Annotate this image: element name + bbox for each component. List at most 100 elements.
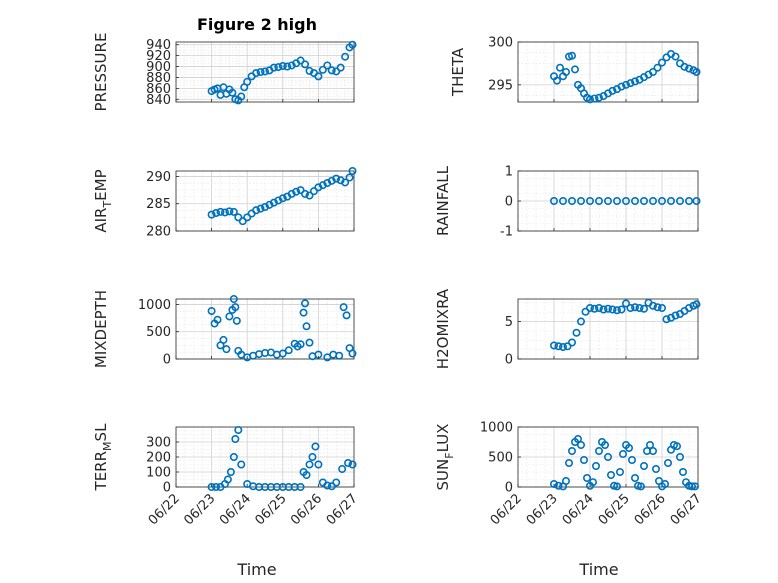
x-tick-label: 06/23 bbox=[181, 491, 218, 528]
data-point bbox=[671, 311, 680, 320]
data-point bbox=[305, 460, 314, 469]
data-point bbox=[552, 76, 561, 85]
data-point bbox=[657, 58, 666, 67]
data-point bbox=[680, 62, 689, 71]
data-point bbox=[301, 299, 310, 308]
data-point bbox=[278, 61, 287, 70]
data-point bbox=[278, 194, 287, 203]
data-point bbox=[213, 315, 222, 324]
data-point bbox=[296, 56, 305, 65]
data-point bbox=[684, 64, 693, 73]
data-point bbox=[660, 479, 669, 488]
data-point bbox=[590, 304, 599, 313]
data-point bbox=[225, 207, 234, 216]
data-point bbox=[229, 294, 238, 303]
data-point bbox=[692, 300, 701, 309]
data-point bbox=[231, 434, 240, 443]
subplot-2: 280 285 290 AIRTEMP bbox=[92, 167, 357, 240]
data-point bbox=[576, 197, 585, 206]
y-tick-label: 500 bbox=[146, 325, 171, 340]
data-point bbox=[561, 68, 570, 77]
data-point bbox=[256, 68, 265, 77]
y-tick-label: 0 bbox=[505, 195, 513, 210]
figure-title: Figure 2 high bbox=[197, 15, 317, 34]
data-point bbox=[314, 350, 323, 359]
data-point bbox=[549, 341, 558, 350]
y-tick-label: 840 bbox=[146, 93, 171, 108]
data-point bbox=[207, 210, 216, 219]
data-point bbox=[612, 197, 621, 206]
data-point bbox=[327, 66, 336, 75]
data-point bbox=[594, 93, 603, 102]
data-point bbox=[579, 455, 588, 464]
y-tick-label: 900 bbox=[146, 60, 171, 75]
data-point bbox=[260, 67, 269, 76]
y-tick-label: 940 bbox=[146, 38, 171, 53]
data-point bbox=[348, 40, 357, 49]
data-point bbox=[692, 68, 701, 77]
data-point bbox=[341, 178, 350, 187]
y-tick-label: 1000 bbox=[480, 421, 513, 436]
data-point bbox=[675, 197, 684, 206]
x-tick-label: 06/25 bbox=[596, 491, 633, 528]
data-point bbox=[585, 197, 594, 206]
data-point bbox=[612, 482, 621, 491]
y-tick-label: 300 bbox=[146, 436, 171, 451]
data-point bbox=[648, 301, 657, 310]
data-point bbox=[585, 303, 594, 312]
data-point bbox=[305, 338, 314, 347]
y-axis-label: TERRMSL bbox=[92, 423, 114, 492]
data-point bbox=[599, 305, 608, 314]
data-point bbox=[323, 481, 332, 490]
data-point bbox=[302, 470, 311, 479]
data-point bbox=[234, 213, 243, 222]
y-axis-label: AIRTEMP bbox=[92, 169, 114, 232]
data-point bbox=[345, 173, 354, 182]
data-point bbox=[567, 338, 576, 347]
data-point bbox=[567, 446, 576, 455]
data-point bbox=[612, 306, 621, 315]
subplot-4: 0 500 1000 MIXDEPTH bbox=[92, 290, 357, 368]
data-point bbox=[608, 305, 617, 314]
data-point bbox=[229, 452, 238, 461]
data-point bbox=[212, 482, 221, 491]
data-point bbox=[256, 204, 265, 213]
data-point bbox=[672, 442, 681, 451]
data-point bbox=[311, 442, 320, 451]
data-point bbox=[678, 467, 687, 476]
data-point bbox=[219, 335, 228, 344]
y-axis-label: PRESSURE bbox=[92, 33, 110, 112]
data-point bbox=[594, 446, 603, 455]
data-point bbox=[342, 311, 351, 320]
data-point bbox=[274, 63, 283, 72]
data-point bbox=[662, 315, 671, 324]
data-point bbox=[624, 443, 633, 452]
data-point bbox=[626, 303, 635, 312]
data-point bbox=[588, 478, 597, 487]
data-point bbox=[687, 482, 696, 491]
data-point bbox=[207, 482, 216, 491]
axes-box bbox=[175, 298, 355, 360]
y-tick-label: -1 bbox=[500, 225, 513, 240]
data-point bbox=[308, 452, 317, 461]
y-tick-label: 5 bbox=[505, 315, 513, 330]
data-point bbox=[690, 482, 699, 491]
data-point bbox=[635, 303, 644, 312]
data-point bbox=[207, 306, 216, 315]
data-point bbox=[243, 77, 252, 86]
data-point bbox=[663, 458, 672, 467]
data-point bbox=[335, 351, 344, 360]
y-axis-label: H2OMIXRA bbox=[434, 288, 452, 369]
data-point bbox=[336, 63, 345, 72]
data-point bbox=[621, 299, 630, 308]
y-tick-label: 0 bbox=[505, 481, 513, 496]
data-point bbox=[314, 72, 323, 81]
data-point bbox=[220, 208, 229, 217]
axes-box bbox=[175, 41, 355, 103]
y-tick-label: 200 bbox=[146, 451, 171, 466]
data-point bbox=[225, 312, 234, 321]
data-point bbox=[572, 328, 581, 337]
